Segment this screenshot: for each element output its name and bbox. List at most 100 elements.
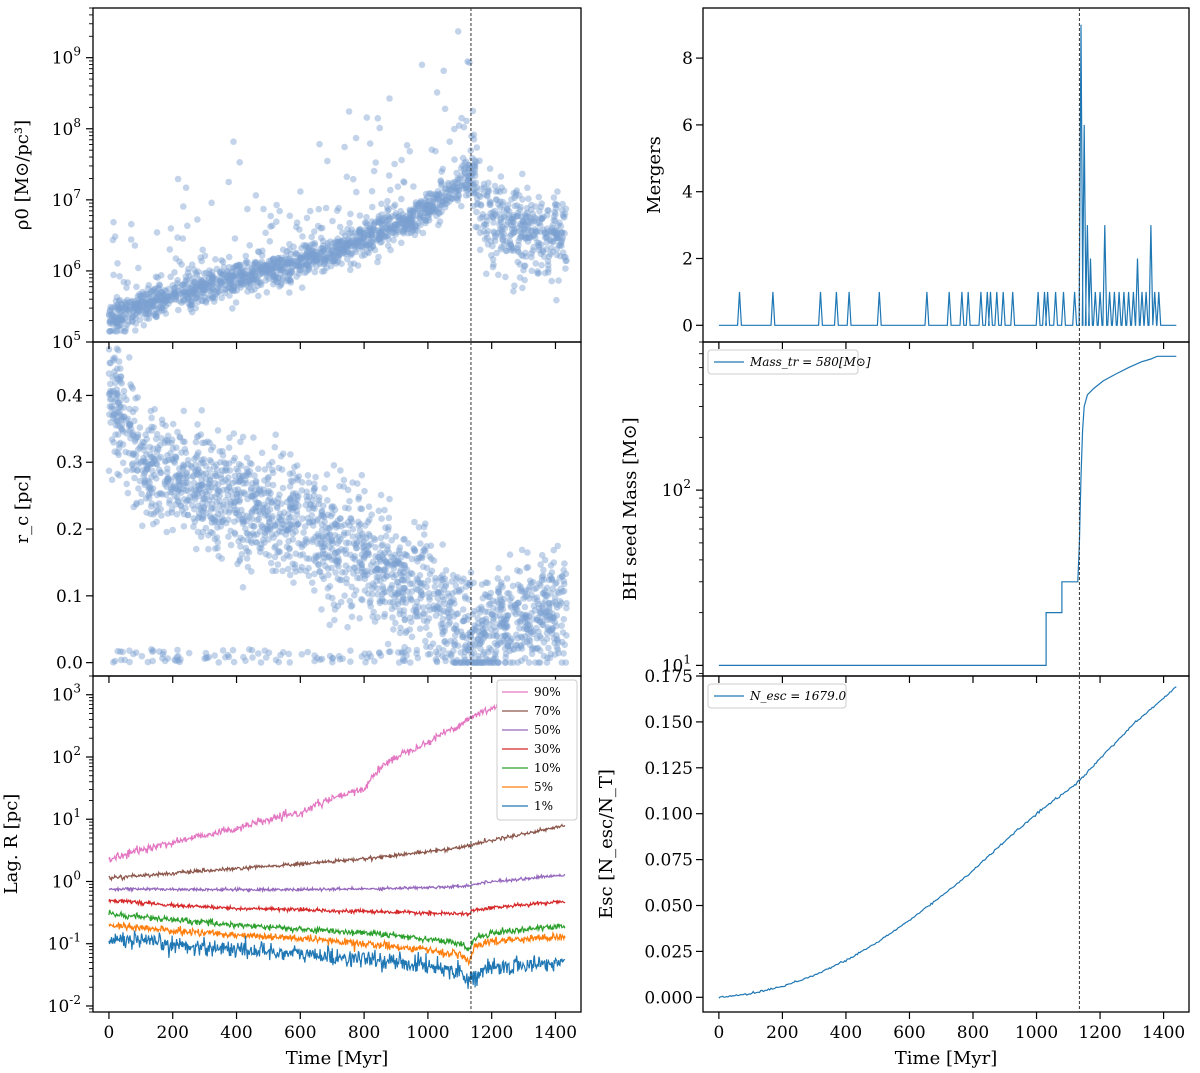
- core-radius-point: [305, 479, 313, 487]
- density-point: [507, 242, 515, 249]
- bh-mass-path: [718, 355, 1177, 666]
- density-point: [277, 256, 284, 264]
- core-radius-point: [122, 448, 129, 456]
- density-point: [385, 206, 392, 213]
- core-radius-point: [280, 509, 288, 516]
- density-point: [387, 215, 394, 223]
- density-point: [391, 221, 399, 229]
- core-radius-point: [409, 580, 416, 587]
- density-point: [543, 245, 550, 253]
- density-point: [310, 258, 318, 266]
- core-radius-point: [287, 451, 294, 458]
- core-radius-point: [559, 588, 566, 595]
- density-point: [181, 296, 188, 303]
- core-radius-point: [460, 659, 468, 666]
- core-radius-point: [105, 467, 113, 475]
- core-radius-point: [540, 566, 547, 574]
- core-radius-point: [426, 553, 434, 560]
- density-point: [355, 226, 363, 234]
- ytick-label: 0.075: [644, 851, 693, 871]
- density-point: [444, 179, 452, 187]
- density-point: [270, 280, 277, 288]
- core-radius-point: [439, 630, 447, 638]
- core-radius-point: [329, 510, 336, 518]
- density-point: [305, 258, 313, 265]
- density-point: [155, 296, 162, 304]
- density-point: [360, 230, 368, 238]
- core-radius-point: [502, 612, 510, 620]
- core-radius-point: [311, 587, 318, 594]
- density-point: [269, 264, 277, 272]
- core-radius-point: [200, 456, 208, 463]
- density-point: [411, 205, 418, 212]
- core-radius-point: [138, 490, 145, 498]
- density-point: [519, 284, 526, 292]
- density-point: [150, 286, 157, 294]
- density-point: [522, 214, 530, 221]
- density-point: [232, 272, 240, 279]
- ytick-label: 0.3: [56, 453, 83, 473]
- core-radius-point: [200, 503, 208, 511]
- density-point: [560, 253, 568, 261]
- density-point: [277, 263, 284, 270]
- xtick-label: 1400: [534, 1023, 577, 1043]
- core-radius-point: [216, 497, 223, 505]
- core-radius-point: [207, 446, 215, 454]
- core-radius-point: [358, 653, 366, 660]
- density-point: [549, 229, 557, 236]
- density-point: [407, 219, 415, 227]
- core-radius-point: [359, 533, 367, 540]
- density-point: [471, 190, 478, 197]
- mergers-panel-frame: [702, 7, 1190, 343]
- density-point: [228, 273, 236, 281]
- core-radius-point: [305, 564, 312, 572]
- density-point: [563, 257, 570, 265]
- density-point: [192, 295, 199, 302]
- core-radius-point: [329, 537, 336, 545]
- density-point: [400, 223, 408, 230]
- density-point: [516, 227, 524, 235]
- ytick-label: 100: [52, 868, 81, 892]
- density-point: [283, 258, 291, 265]
- density-point: [148, 293, 155, 301]
- density-point: [249, 269, 256, 276]
- density-point: [487, 210, 494, 217]
- density-point: [385, 236, 392, 243]
- density-point: [383, 203, 391, 211]
- density-point: [513, 202, 521, 209]
- core-radius-point: [535, 628, 542, 636]
- density-point: [184, 269, 192, 276]
- core-radius-point: [461, 653, 468, 661]
- core-radius-point: [396, 550, 403, 557]
- core-radius-point: [331, 616, 338, 624]
- density-point: [132, 301, 140, 309]
- density-point: [283, 277, 291, 285]
- core-radius-point: [389, 614, 396, 621]
- density-point: [354, 242, 362, 250]
- core-radius-point: [445, 650, 453, 657]
- density-point: [270, 267, 277, 274]
- density-point: [424, 201, 431, 209]
- core-radius-point: [171, 459, 178, 467]
- core-radius-point: [141, 458, 148, 466]
- density-point: [296, 260, 304, 268]
- density-point: [549, 222, 556, 229]
- density-point: [525, 234, 532, 242]
- density-point: [233, 262, 241, 270]
- density-point: [390, 225, 398, 233]
- density-point: [221, 286, 229, 294]
- density-point: [510, 212, 517, 219]
- core-radius-point: [389, 560, 396, 568]
- core-radius-point: [357, 521, 364, 528]
- core-radius-point: [560, 615, 568, 623]
- density-point: [305, 244, 313, 252]
- core-radius-point: [255, 515, 263, 523]
- density-point: [350, 260, 358, 267]
- core-radius-point: [350, 570, 357, 577]
- density-point: [439, 198, 447, 205]
- density-point: [438, 168, 445, 175]
- core-radius-point: [200, 495, 207, 503]
- density-point: [484, 241, 492, 248]
- core-radius-point: [116, 402, 124, 410]
- density-point: [406, 207, 414, 215]
